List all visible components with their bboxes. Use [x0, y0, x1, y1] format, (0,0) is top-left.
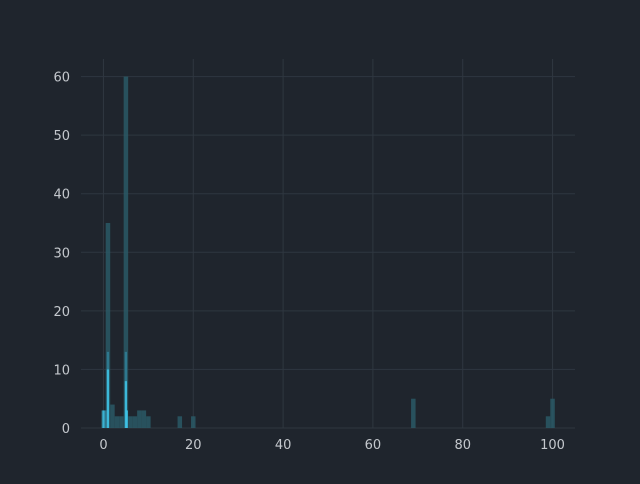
x-tick-label: 40 [275, 438, 292, 453]
histogram-bar [104, 410, 107, 428]
y-tick-label: 0 [62, 422, 70, 437]
y-tick-label: 50 [53, 129, 70, 144]
histogram-bar [114, 416, 120, 428]
y-tick-label: 20 [53, 305, 70, 320]
histogram-bar [124, 381, 128, 428]
y-axis-ticks: 0 10 20 30 40 50 60 [53, 71, 70, 437]
x-axis-ticks: 0 20 40 60 80 100 [99, 438, 565, 453]
histogram-bar [102, 410, 105, 428]
x-tick-label: 0 [99, 438, 107, 453]
histogram-bar [411, 398, 416, 428]
histogram-bar [550, 398, 555, 428]
histogram-bar [132, 416, 138, 428]
histogram-bar [545, 416, 551, 428]
y-tick-label: 10 [53, 363, 70, 378]
y-tick-label: 60 [53, 71, 70, 86]
histogram-bar [105, 223, 111, 428]
histogram-bar [141, 410, 147, 428]
x-tick-label: 20 [185, 438, 202, 453]
histogram-bar [125, 410, 128, 428]
histogram-bar [128, 416, 133, 428]
grid-lines [81, 59, 575, 429]
histogram-bar [123, 76, 129, 429]
histogram-bar [119, 416, 124, 428]
histogram-bars [101, 76, 555, 429]
x-tick-label: 60 [365, 438, 382, 453]
x-tick-label: 100 [540, 438, 565, 453]
y-tick-label: 30 [53, 246, 70, 261]
x-tick-label: 80 [454, 438, 471, 453]
y-tick-label: 40 [53, 188, 70, 203]
histogram-bar [110, 404, 115, 428]
histogram-bar [106, 369, 110, 428]
histogram-bar [191, 416, 196, 428]
histogram-bar [137, 410, 142, 428]
histogram-bar [146, 416, 151, 428]
histogram-bar [177, 416, 183, 428]
